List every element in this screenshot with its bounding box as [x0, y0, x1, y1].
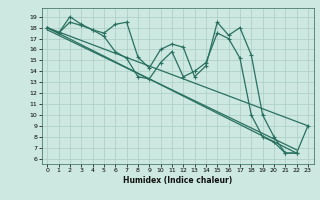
- X-axis label: Humidex (Indice chaleur): Humidex (Indice chaleur): [123, 176, 232, 185]
